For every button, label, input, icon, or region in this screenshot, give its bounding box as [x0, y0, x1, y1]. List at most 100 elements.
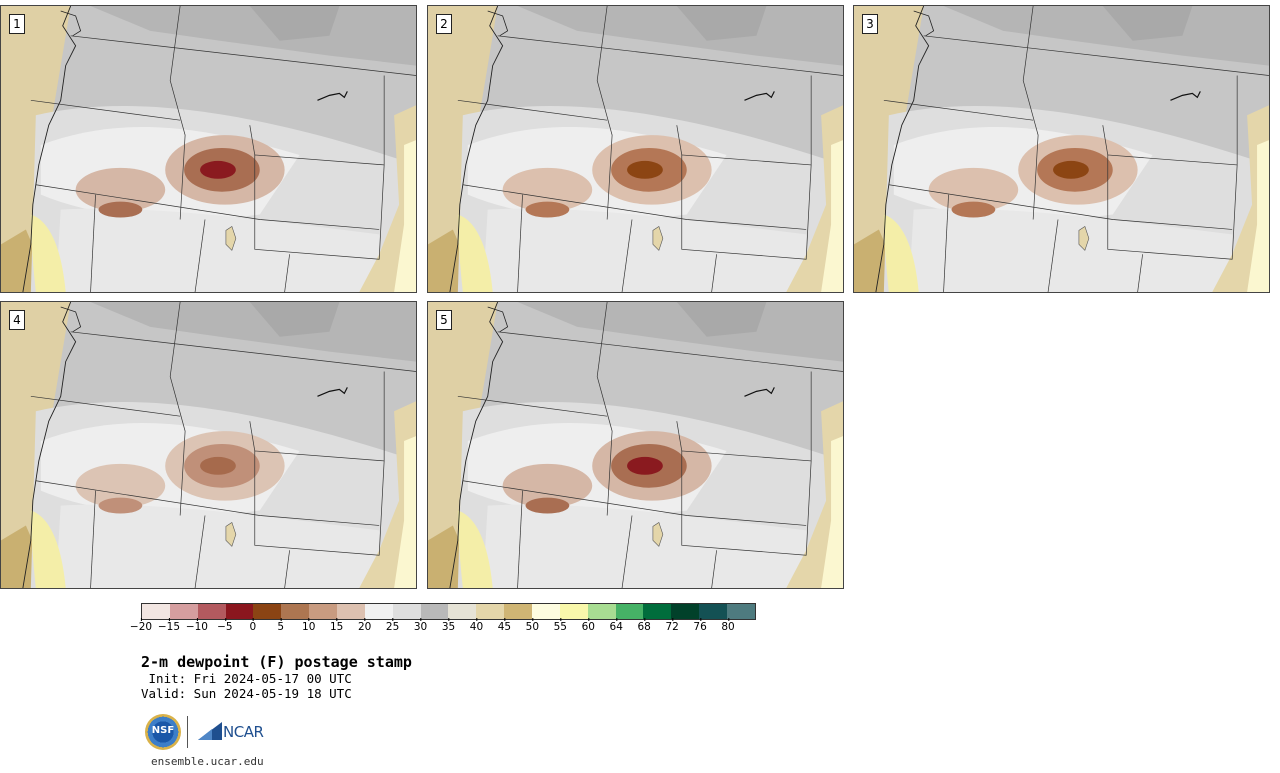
- colorbar-tick-label: 30: [413, 618, 428, 633]
- colorbar-swatch: [727, 604, 755, 619]
- colorbar-swatch: [671, 604, 700, 619]
- plains-very-moist: [394, 436, 416, 588]
- canada-region: [517, 6, 843, 66]
- state-border: [169, 302, 186, 516]
- state-border: [194, 219, 206, 292]
- colorbar-swatch: [392, 604, 421, 619]
- great-salt-lake: [652, 521, 664, 547]
- puget-sound: [487, 306, 509, 333]
- colorbar-tick-label: 80: [721, 618, 735, 633]
- great-salt-lake: [225, 521, 237, 547]
- state-border: [169, 6, 186, 220]
- colorbar-tick-label: 0: [249, 618, 257, 633]
- colorbar-tick-label: 40: [469, 618, 484, 633]
- state-border: [596, 6, 613, 220]
- coastline: [875, 6, 930, 292]
- colorbar-tick-label: 60: [581, 618, 595, 633]
- state-border: [497, 35, 843, 76]
- state-border: [1107, 154, 1238, 260]
- idaho-dry-core: [200, 160, 236, 179]
- ensemble-member-panel-2: 2: [427, 5, 844, 293]
- state-border: [943, 194, 949, 292]
- canada-dry-region: [249, 302, 340, 337]
- colorbar-swatch: [476, 604, 505, 619]
- colorbar-swatch: [504, 604, 533, 619]
- panel-number-5: 5: [436, 310, 452, 330]
- plains-very-moist: [1247, 140, 1269, 292]
- colorbar-tick-label: 72: [665, 618, 679, 633]
- oregon-dry-core: [525, 201, 570, 218]
- state-border: [681, 154, 812, 260]
- southwest-dry: [482, 504, 807, 588]
- colorbar-tick-label: 5: [277, 618, 285, 633]
- state-border: [1022, 6, 1039, 220]
- dewpoint-colorbar: [141, 603, 756, 620]
- state-border: [30, 99, 181, 121]
- colorbar-tick-label: 64: [609, 618, 623, 633]
- state-border: [462, 184, 807, 230]
- colorbar-swatch: [643, 604, 672, 619]
- state-border: [90, 490, 96, 588]
- chart-title: 2-m dewpoint (F) postage stamp: [141, 653, 412, 671]
- oregon-dry-core: [951, 201, 996, 218]
- panel-number-4: 4: [9, 310, 25, 330]
- colorbar-tick-label: 25: [385, 618, 400, 633]
- puget-sound: [487, 10, 509, 37]
- state-border: [462, 480, 807, 526]
- canada-dry-region: [1102, 6, 1193, 41]
- state-border: [254, 154, 385, 260]
- sponsor-logos: NSF NCAR: [145, 714, 275, 752]
- canada-dry-region: [676, 6, 767, 41]
- colorbar-tick-label: −10: [185, 618, 208, 633]
- ncar-mark-icon: [198, 722, 222, 740]
- ensemble-member-panel-5: 5: [427, 301, 844, 589]
- coastline: [449, 302, 504, 588]
- state-border: [70, 331, 416, 372]
- colorbar-tick-label: −5: [217, 618, 233, 633]
- state-border: [711, 254, 717, 292]
- oregon-dry-halo: [75, 463, 166, 508]
- colorbar-tick-label: 76: [693, 618, 707, 633]
- colorbar-swatch: [197, 604, 226, 619]
- puget-sound: [913, 10, 935, 37]
- state-border: [517, 490, 523, 588]
- puget-sound: [60, 306, 82, 333]
- idaho-dry-core: [200, 456, 236, 475]
- nsf-logo-text: NSF: [151, 725, 175, 736]
- state-border: [517, 194, 523, 292]
- state-border: [284, 254, 290, 292]
- state-border: [1137, 254, 1143, 292]
- coastline: [22, 302, 77, 588]
- dewpoint-map-1: [1, 6, 416, 292]
- state-border: [30, 395, 181, 417]
- central-valley-moist: [457, 510, 493, 588]
- colorbar-swatch: [699, 604, 728, 619]
- state-border: [457, 99, 608, 121]
- state-border: [35, 184, 380, 230]
- state-border: [1047, 219, 1059, 292]
- state-border: [681, 450, 812, 556]
- colorbar-swatch: [420, 604, 449, 619]
- southwest-dry: [482, 208, 807, 292]
- fort-peck-lake: [744, 91, 775, 101]
- dewpoint-map-3: [854, 6, 1269, 292]
- ensemble-member-panel-1: 1: [0, 5, 417, 293]
- ensemble-member-panel-3: 3: [853, 5, 1270, 293]
- colorbar-tick-label: 20: [357, 618, 372, 633]
- state-border: [35, 480, 380, 526]
- colorbar-swatch: [364, 604, 393, 619]
- state-border: [621, 515, 633, 588]
- state-border: [596, 302, 613, 516]
- state-border: [90, 194, 96, 292]
- southwest-dry: [908, 208, 1233, 292]
- colorbar-tick-label: 55: [553, 618, 567, 633]
- colorbar-swatch: [448, 604, 477, 619]
- colorbar-swatch: [532, 604, 560, 619]
- state-border: [923, 35, 1269, 76]
- great-salt-lake: [1078, 225, 1090, 251]
- central-valley-moist: [883, 214, 919, 292]
- oregon-dry-core: [525, 497, 570, 514]
- state-border: [883, 99, 1034, 121]
- oregon-dry-halo: [502, 463, 593, 508]
- state-border: [194, 515, 206, 588]
